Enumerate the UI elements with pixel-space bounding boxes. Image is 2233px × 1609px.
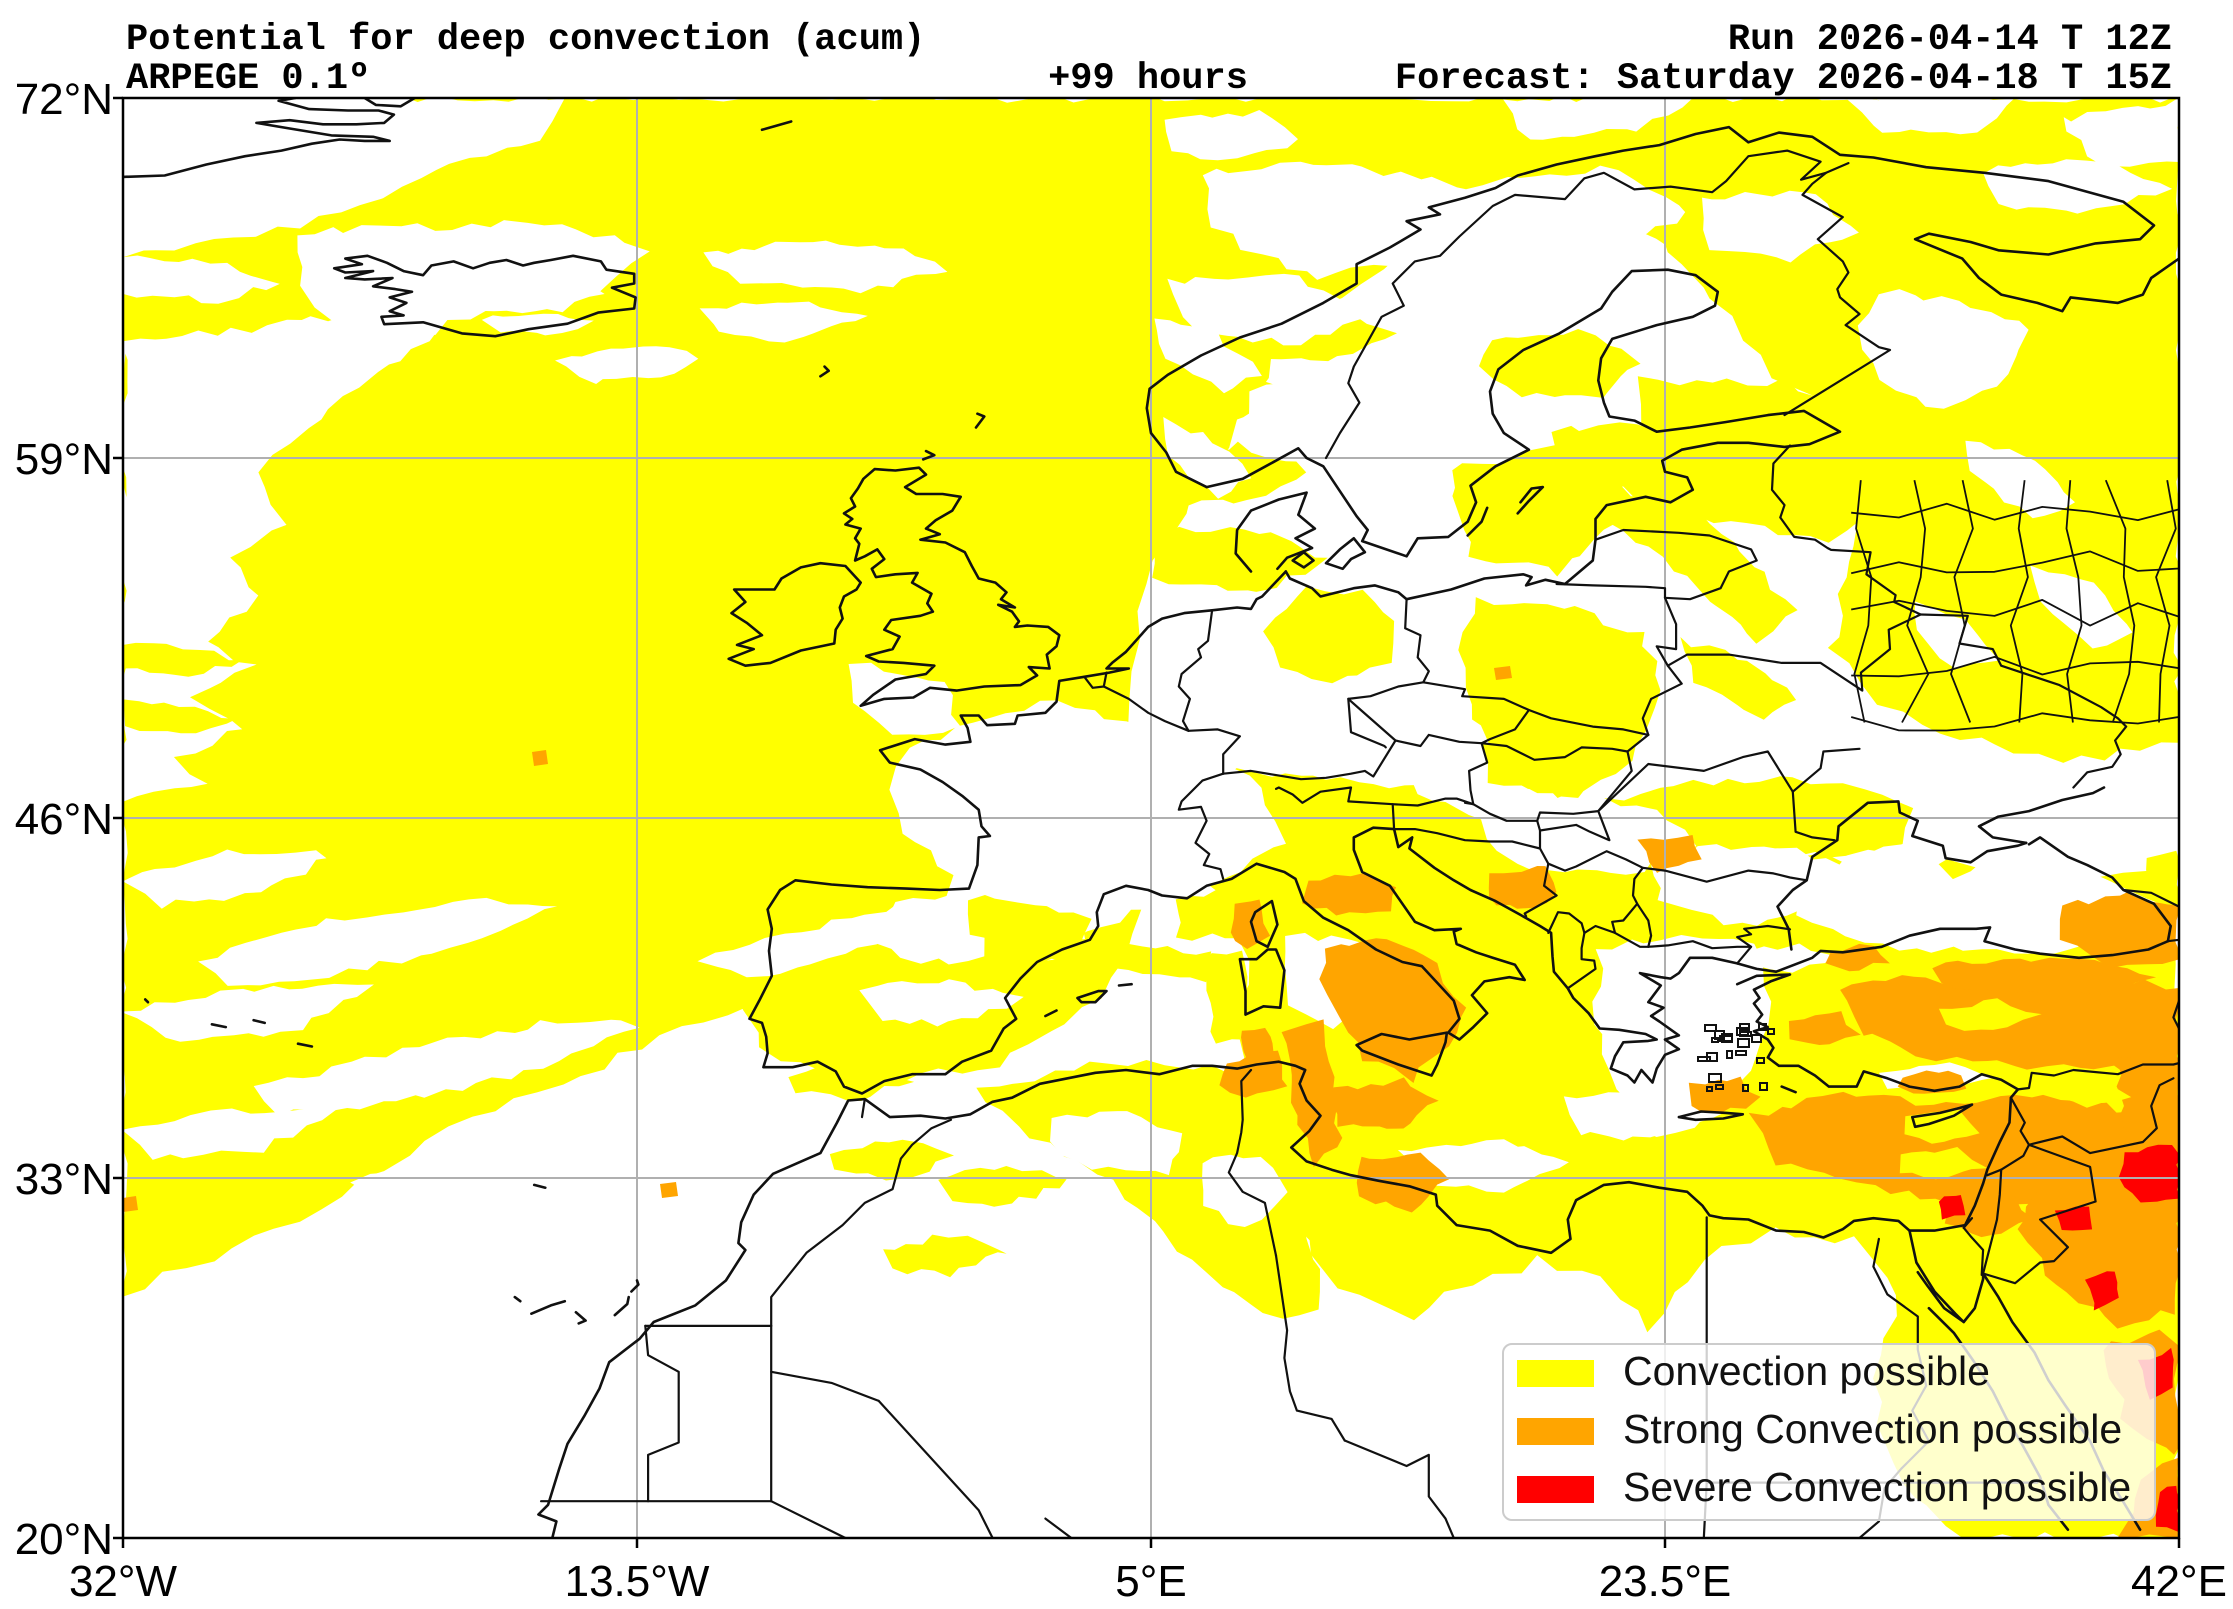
svg-text:20°N: 20°N: [15, 1515, 113, 1564]
svg-text:Convection possible: Convection possible: [1623, 1348, 1990, 1394]
svg-text:59°N: 59°N: [15, 435, 113, 484]
svg-text:13.5°W: 13.5°W: [565, 1557, 710, 1604]
svg-text:ARPEGE 0.1º: ARPEGE 0.1º: [126, 58, 370, 100]
svg-text:Potential for deep convection: Potential for deep convection (acum): [126, 19, 925, 61]
svg-text:33°N: 33°N: [15, 1155, 113, 1204]
svg-text:+99 hours: +99 hours: [1048, 58, 1248, 100]
svg-text:Strong Convection possible: Strong Convection possible: [1623, 1406, 2122, 1452]
svg-text:32°W: 32°W: [69, 1557, 178, 1604]
svg-text:Forecast: Saturday 2026-04-18: Forecast: Saturday 2026-04-18 T 15Z: [1395, 58, 2172, 100]
svg-text:Run 2026-04-14 T 12Z: Run 2026-04-14 T 12Z: [1728, 19, 2172, 61]
svg-text:23.5°E: 23.5°E: [1599, 1557, 1732, 1604]
svg-text:Severe Convection possible: Severe Convection possible: [1623, 1464, 2131, 1510]
svg-text:46°N: 46°N: [15, 795, 113, 844]
svg-text:72°N: 72°N: [15, 75, 113, 124]
svg-text:5°E: 5°E: [1115, 1557, 1186, 1604]
svg-text:42°E: 42°E: [2131, 1557, 2227, 1604]
